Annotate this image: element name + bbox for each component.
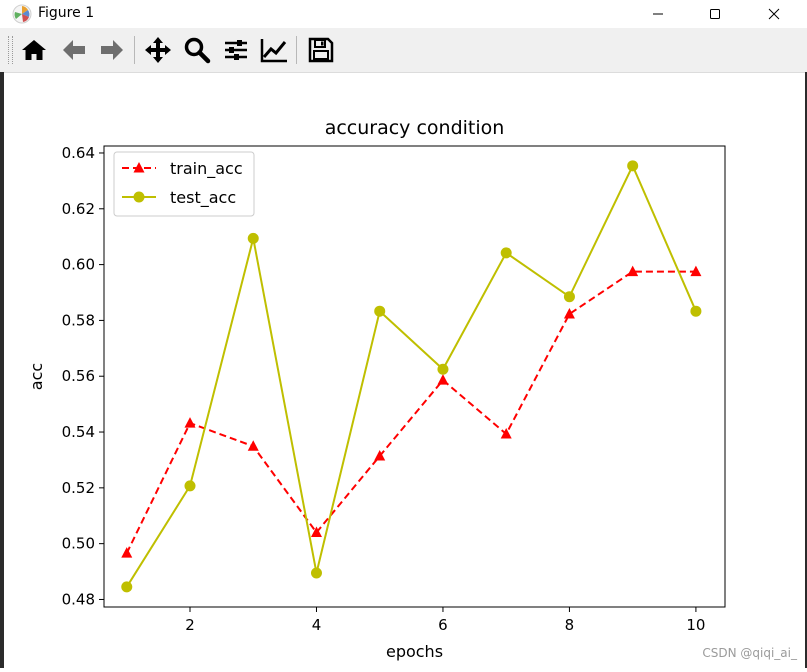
data-point-train_acc bbox=[437, 374, 449, 385]
close-button[interactable] bbox=[751, 0, 797, 28]
data-point-train_acc bbox=[247, 440, 259, 451]
customize-button[interactable] bbox=[258, 34, 290, 66]
data-point-test_acc bbox=[374, 305, 386, 317]
window-title: Figure 1 bbox=[38, 5, 95, 21]
data-point-train_acc bbox=[563, 307, 575, 319]
forward-button[interactable] bbox=[96, 34, 128, 66]
save-button[interactable] bbox=[305, 34, 337, 66]
x-tick-label: 8 bbox=[565, 616, 575, 634]
data-point-train_acc bbox=[374, 450, 386, 461]
series-line-train_acc bbox=[125, 270, 696, 554]
data-point-test_acc bbox=[627, 160, 639, 172]
close-icon bbox=[768, 8, 780, 20]
navigation-toolbar bbox=[0, 28, 807, 73]
data-point-train_acc bbox=[690, 265, 702, 277]
x-tick-label: 4 bbox=[312, 616, 322, 634]
data-point-test_acc bbox=[184, 480, 196, 492]
line-chart: accuracy condition 2 4 6 8 10 0.48 0.50 0.52 0.54… bbox=[27, 117, 726, 661]
y-tick-label: 0.50 bbox=[62, 535, 95, 553]
zoom-magnifier-icon bbox=[184, 37, 211, 64]
minimize-button[interactable] bbox=[635, 0, 681, 28]
window-titlebar: Figure 1 bbox=[0, 0, 807, 29]
data-point-test_acc bbox=[563, 291, 575, 303]
legend-marker-train_acc bbox=[133, 162, 145, 173]
figure-canvas[interactable]: accuracy condition 2 4 6 8 10 0.48 0.50 0.52 0.54… bbox=[4, 73, 805, 668]
data-point-test_acc bbox=[437, 363, 449, 375]
csdn-watermark: CSDN @qiqi_ai_ bbox=[702, 646, 797, 660]
home-button[interactable] bbox=[18, 34, 50, 66]
y-tick-label: 0.60 bbox=[62, 256, 95, 274]
back-button[interactable] bbox=[58, 34, 90, 66]
matplotlib-logo-icon bbox=[12, 4, 32, 24]
y-tick-label: 0.58 bbox=[62, 311, 95, 329]
y-tick-label: 0.48 bbox=[62, 590, 95, 608]
legend-label-test_acc: test_acc bbox=[170, 188, 236, 208]
data-point-test_acc bbox=[310, 567, 322, 579]
series-line-test_acc bbox=[125, 163, 697, 588]
maximize-icon bbox=[710, 9, 720, 19]
data-point-test_acc bbox=[121, 581, 133, 593]
toolbar-separator bbox=[134, 36, 135, 64]
home-icon bbox=[22, 40, 46, 60]
data-point-train_acc bbox=[184, 417, 196, 428]
data-point-train_acc bbox=[500, 427, 512, 439]
data-point-test_acc bbox=[690, 305, 702, 317]
x-tick-label: 10 bbox=[686, 616, 705, 634]
save-floppy-icon bbox=[308, 37, 334, 63]
pan-move-icon bbox=[145, 37, 171, 63]
x-tick-label: 2 bbox=[185, 616, 195, 634]
legend-marker-test_acc bbox=[133, 191, 145, 203]
y-tick-label: 0.62 bbox=[62, 200, 95, 218]
y-axis-label: acc bbox=[27, 363, 46, 390]
pan-button[interactable] bbox=[142, 34, 174, 66]
x-axis-label: epochs bbox=[386, 642, 443, 661]
maximize-button[interactable] bbox=[692, 0, 738, 28]
edit-axis-curve-icon bbox=[260, 39, 287, 63]
data-point-test_acc bbox=[247, 232, 259, 244]
minimize-icon bbox=[653, 13, 663, 15]
x-tick-label: 6 bbox=[438, 616, 448, 634]
y-tick-label: 0.56 bbox=[62, 367, 95, 385]
plot-area bbox=[103, 145, 726, 608]
subplots-button[interactable] bbox=[220, 34, 252, 66]
configure-subplots-icon bbox=[225, 40, 247, 60]
legend-label-train_acc: train_acc bbox=[170, 159, 243, 179]
forward-arrow-icon bbox=[101, 40, 123, 60]
data-point-train_acc bbox=[310, 526, 322, 537]
toolbar-grip[interactable] bbox=[8, 36, 13, 64]
window-right-edge bbox=[805, 72, 807, 668]
data-point-train_acc bbox=[627, 265, 639, 277]
back-arrow-icon bbox=[63, 40, 85, 60]
y-tick-label: 0.54 bbox=[62, 423, 95, 441]
y-tick-label: 0.52 bbox=[62, 479, 95, 497]
window-left-edge bbox=[0, 72, 4, 668]
zoom-button[interactable] bbox=[181, 34, 213, 66]
toolbar-separator bbox=[296, 36, 297, 64]
chart-title: accuracy condition bbox=[325, 117, 505, 139]
data-point-train_acc bbox=[121, 547, 133, 558]
data-point-test_acc bbox=[500, 247, 512, 259]
y-tick-label: 0.64 bbox=[62, 144, 95, 162]
